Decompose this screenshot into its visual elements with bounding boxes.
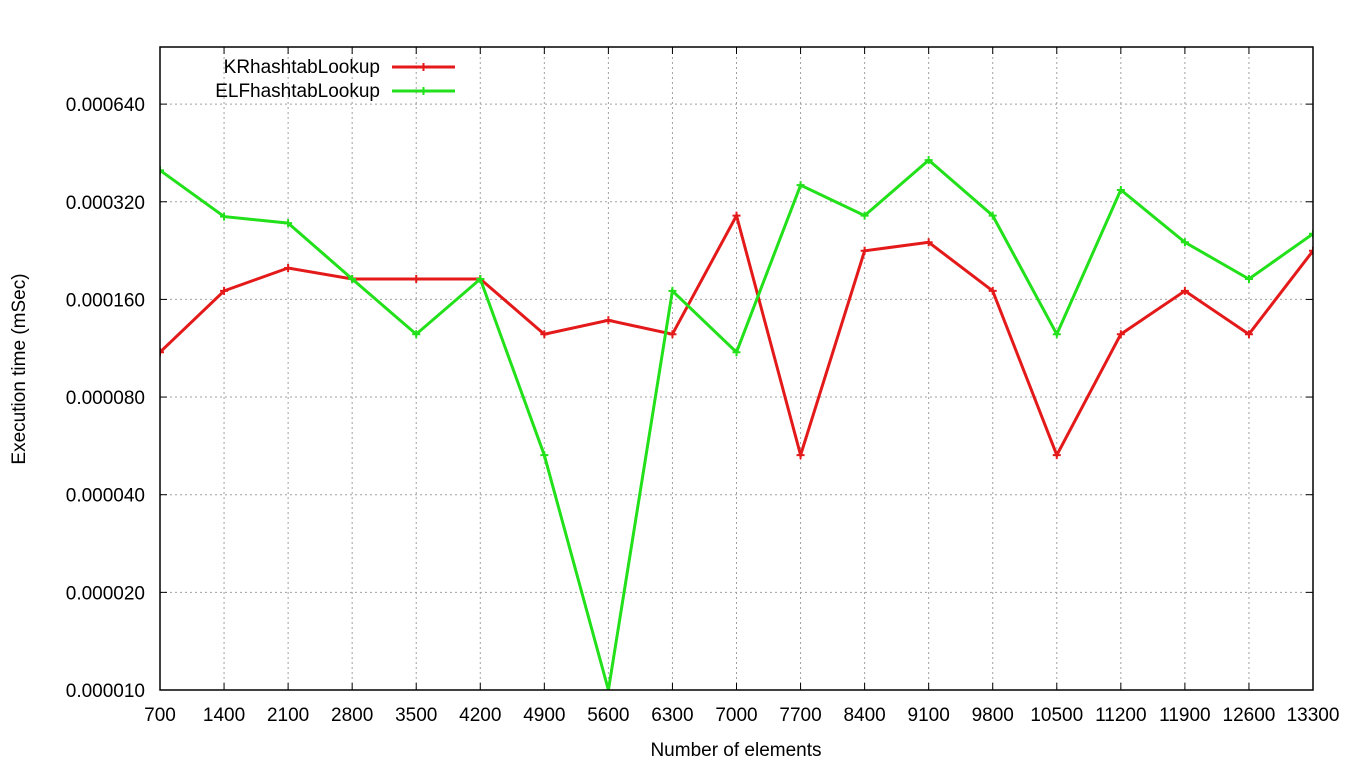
tick-labels: 700 1400 2100 2800 3500 4200 4900 5600 6300 7000 7… <box>66 95 1340 726</box>
y-tick-label: 0.000320 <box>66 193 145 214</box>
data-point-krhashtablookup <box>1244 330 1253 339</box>
x-tick-label: 2100 <box>267 705 309 726</box>
data-point-elfhashtablookup <box>412 330 421 339</box>
x-tick-label: 13300 <box>1287 705 1340 726</box>
x-tick-label: 12600 <box>1223 705 1276 726</box>
data-point-krhashtablookup <box>1052 451 1061 460</box>
plot-frame <box>159 46 1314 691</box>
x-axis-title: Number of elements <box>650 740 821 761</box>
data-point-krhashtablookup <box>668 330 677 339</box>
data-point-krhashtablookup <box>412 274 421 283</box>
legend-label-elfhashtablookup: ELFhashtabLookup <box>215 81 380 102</box>
legend-marker-elfhashtablookup <box>419 87 428 95</box>
data-point-elfhashtablookup <box>220 212 229 221</box>
series-line-elfhashtablookup <box>160 158 1313 690</box>
data-point-elfhashtablookup <box>796 181 805 190</box>
y-tick-label: 0.000010 <box>66 681 145 702</box>
x-tick-label: 6300 <box>651 705 693 726</box>
data-point-krhashtablookup <box>796 451 805 460</box>
grid-lines <box>160 47 1313 690</box>
data-point-elfhashtablookup <box>924 156 933 165</box>
x-tick-label: 11900 <box>1159 705 1210 726</box>
data-point-elfhashtablookup <box>540 451 549 460</box>
data-point-elfhashtablookup <box>860 211 869 220</box>
x-tick-label: 9800 <box>972 705 1014 726</box>
y-tick-label: 0.000640 <box>66 95 145 116</box>
y-tick-label: 0.000040 <box>66 486 145 507</box>
series-line-krhashtablookup <box>160 211 1313 461</box>
y-tick-label: 0.000160 <box>66 290 145 311</box>
data-point-krhashtablookup <box>540 330 549 339</box>
data-point-krhashtablookup <box>860 246 869 255</box>
data-point-krhashtablookup <box>1116 330 1125 339</box>
legend-marker-krhashtablookup <box>419 63 428 71</box>
data-point-elfhashtablookup <box>476 274 485 283</box>
x-tick-label: 7000 <box>715 705 757 726</box>
series-lines <box>160 156 1313 690</box>
x-tick-label: 11200 <box>1095 705 1146 726</box>
data-point-krhashtablookup <box>924 238 933 247</box>
data-point-krhashtablookup <box>284 263 293 272</box>
x-tick-label: 8400 <box>843 705 885 726</box>
data-point-elfhashtablookup <box>1180 238 1189 247</box>
x-tick-label: 9100 <box>908 705 950 726</box>
x-tick-label: 7700 <box>779 705 821 726</box>
data-point-elfhashtablookup <box>348 274 357 283</box>
data-point-krhashtablookup <box>160 348 164 357</box>
data-point-krhashtablookup <box>220 286 229 295</box>
data-point-krhashtablookup <box>1309 246 1313 255</box>
data-point-elfhashtablookup <box>1116 185 1125 194</box>
data-point-elfhashtablookup <box>284 219 293 228</box>
y-tick-label: 0.000020 <box>66 583 145 604</box>
x-tick-label: 2800 <box>331 705 373 726</box>
x-tick-label: 5600 <box>587 705 629 726</box>
data-point-elfhashtablookup <box>1309 229 1313 238</box>
legend: KRhashtabLookup ELFhashtabLookup <box>215 57 455 102</box>
data-point-krhashtablookup <box>1180 286 1189 295</box>
axis-ticks <box>159 47 1314 691</box>
data-point-krhashtablookup <box>732 211 741 220</box>
data-point-krhashtablookup <box>988 286 997 295</box>
x-tick-label: 4900 <box>523 705 565 726</box>
x-tick-label: 4200 <box>459 705 501 726</box>
x-tick-label: 1400 <box>203 705 245 726</box>
x-tick-label: 3500 <box>395 705 437 726</box>
data-point-krhashtablookup <box>604 316 613 325</box>
y-axis-title: Execution time (mSec) <box>9 273 30 464</box>
data-point-elfhashtablookup <box>1052 330 1061 339</box>
data-point-elfhashtablookup <box>732 348 741 357</box>
y-tick-label: 0.000080 <box>66 388 145 409</box>
data-point-elfhashtablookup <box>160 166 164 175</box>
data-point-elfhashtablookup <box>1244 274 1253 283</box>
x-tick-label: 10500 <box>1030 705 1083 726</box>
legend-label-krhashtablookup: KRhashtabLookup <box>224 57 380 78</box>
data-point-elfhashtablookup <box>988 211 997 220</box>
x-tick-label: 700 <box>144 705 176 726</box>
data-point-elfhashtablookup <box>668 286 677 295</box>
